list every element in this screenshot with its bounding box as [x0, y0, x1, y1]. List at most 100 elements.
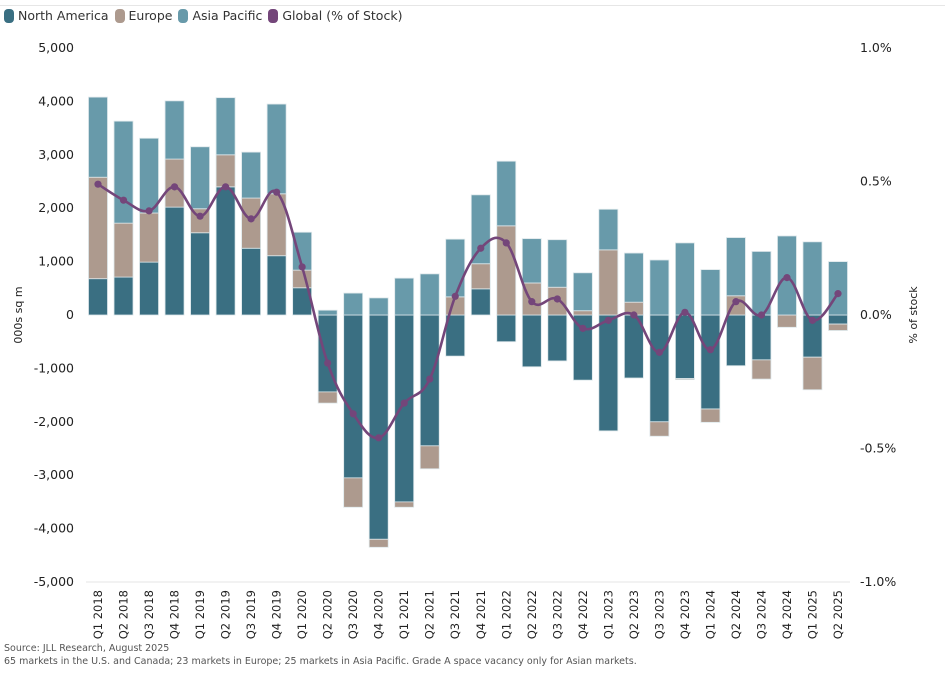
line-point-q2-2023: [630, 311, 638, 319]
bar-europe-q4-2024: [777, 314, 797, 328]
bar-asia-pacific-q2-2022: [521, 238, 542, 284]
bar-europe-q3-2024: [751, 359, 772, 380]
line-point-q1-2025: [808, 316, 817, 324]
bar-europe-q1-2024: [700, 408, 721, 423]
legend-item-north-america[interactable]: North America: [4, 8, 109, 23]
legend-item-europe[interactable]: Europe: [114, 8, 173, 23]
legend-label: North America: [18, 8, 109, 23]
x-tick-label: Q4 2019: [270, 590, 284, 639]
y-tick-label: 1,000: [38, 254, 74, 269]
y-tick-label: 3,000: [38, 147, 74, 162]
bar-europe-q2-2025: [828, 323, 848, 331]
line-point-q2-2022: [528, 298, 536, 306]
bar-asia-pacific-q4-2019: [266, 103, 287, 195]
stacked-bar-line-chart: 5,000 4,000 3,000 2,000 1,000 0 -1,000 -2,000 -3…: [12, 40, 920, 639]
line-point-q1-2023: [604, 316, 612, 324]
bar-europe-q2-2020: [317, 391, 338, 404]
x-tick-label: Q1 2021: [397, 590, 411, 639]
bar-asia-pacific-q3-2020: [343, 292, 364, 316]
source-note: Source: JLL Research, August 2025: [4, 643, 170, 654]
bar-asia-pacific-q2-2023: [623, 252, 644, 303]
line-point-q3-2020: [349, 410, 357, 418]
line-layer: [94, 180, 842, 442]
line-point-q3-2023: [655, 348, 663, 356]
bar-europe-q2-2018: [113, 222, 134, 278]
line-point-q2-2018: [119, 196, 128, 204]
bar-asia-pacific-q1-2018: [88, 96, 108, 178]
bar-north-america-q1-2018: [88, 278, 108, 316]
line-point-q1-2022: [502, 239, 510, 247]
bar-europe-q4-2023: [674, 378, 695, 381]
bar-europe-q1-2023: [598, 249, 619, 316]
bar-asia-pacific-q1-2024: [700, 269, 721, 316]
x-tick-label: Q4 2024: [780, 590, 794, 639]
line-point-q4-2024: [783, 274, 791, 282]
bar-asia-pacific-q1-2021: [394, 277, 415, 316]
y-tick-label: 0: [66, 307, 74, 322]
bar-asia-pacific-q1-2022: [496, 160, 517, 227]
line-point-q4-2018: [170, 183, 179, 191]
x-tick-label: Q3 2020: [346, 590, 360, 639]
legend-item-global[interactable]: Global (% of Stock): [268, 8, 402, 23]
x-tick-label: Q2 2020: [321, 590, 335, 639]
line-point-q2-2019: [221, 183, 230, 191]
right-axis-title: % of stock: [907, 286, 920, 344]
x-tick-label: Q3 2019: [244, 590, 258, 639]
y2-tick-label: -0.5%: [860, 441, 896, 456]
x-tick-label: Q2 2025: [831, 590, 845, 639]
legend-label: Europe: [128, 8, 173, 23]
bar-europe-q1-2020: [292, 269, 313, 289]
bar-europe-q4-2021: [470, 263, 491, 290]
bar-asia-pacific-q4-2023: [674, 242, 695, 316]
y-tick-label: -4,000: [34, 521, 74, 536]
bar-north-america-q3-2018: [139, 261, 159, 316]
x-tick-label: Q1 2018: [91, 590, 105, 639]
y-tick-label: 5,000: [38, 40, 74, 55]
x-tick-label: Q4 2022: [576, 590, 590, 639]
x-tick-label: Q3 2021: [448, 590, 462, 639]
y2-tick-label: 0.5%: [860, 174, 892, 189]
x-tick-label: Q1 2023: [601, 590, 615, 639]
bar-north-america-q3-2024: [751, 314, 772, 361]
bar-north-america-q2-2019: [215, 186, 236, 316]
x-tick-label: Q2 2021: [423, 590, 437, 639]
bar-north-america-q4-2021: [470, 288, 491, 316]
bar-north-america-q4-2023: [674, 314, 695, 379]
bar-europe-q1-2018: [88, 176, 108, 280]
y2-tick-label: 0.0%: [860, 307, 892, 322]
line-point-q1-2024: [706, 346, 715, 354]
bar-asia-pacific-q2-2020: [317, 309, 338, 316]
line-point-q3-2021: [451, 292, 459, 300]
bar-north-america-q3-2020: [343, 314, 364, 479]
bar-europe-q3-2023: [649, 421, 670, 437]
legend-item-asia-pacific[interactable]: Asia Pacific: [178, 8, 262, 23]
x-tick-label: Q1 2020: [295, 590, 309, 639]
chart-footer: Source: JLL Research, August 2025 65 mar…: [4, 642, 637, 668]
bar-asia-pacific-q2-2021: [419, 273, 440, 316]
legend-swatch-global-icon: [268, 8, 279, 23]
x-tick-label: Q3 2023: [652, 590, 666, 639]
x-tick-label: Q4 2018: [168, 590, 182, 639]
legend-swatch-europe-icon: [114, 8, 125, 23]
y-tick-label: -5,000: [34, 574, 74, 589]
x-tick-label: Q3 2018: [142, 590, 156, 639]
x-tick-label: Q1 2025: [805, 590, 819, 639]
x-tick-label: Q1 2022: [499, 590, 513, 639]
x-tick-label: Q1 2024: [703, 590, 717, 639]
bar-europe-q3-2019: [241, 197, 262, 249]
y-tick-label: -1,000: [34, 360, 74, 375]
line-point-q1-2021: [400, 399, 408, 407]
bar-asia-pacific-q1-2019: [190, 146, 210, 210]
bar-asia-pacific-q2-2018: [113, 120, 134, 224]
top-divider: [0, 5, 945, 6]
bar-asia-pacific-q4-2022: [572, 272, 593, 312]
bar-asia-pacific-q1-2023: [598, 208, 619, 251]
x-tick-label: Q4 2023: [678, 590, 692, 639]
bar-asia-pacific-q4-2018: [164, 100, 185, 160]
bars-layer: [88, 96, 848, 548]
bar-europe-q4-2020: [368, 538, 389, 548]
line-point-q3-2022: [553, 295, 561, 303]
x-tick-label: Q2 2024: [729, 590, 743, 639]
bar-north-america-q4-2018: [164, 206, 185, 316]
bar-north-america-q2-2024: [726, 314, 746, 367]
